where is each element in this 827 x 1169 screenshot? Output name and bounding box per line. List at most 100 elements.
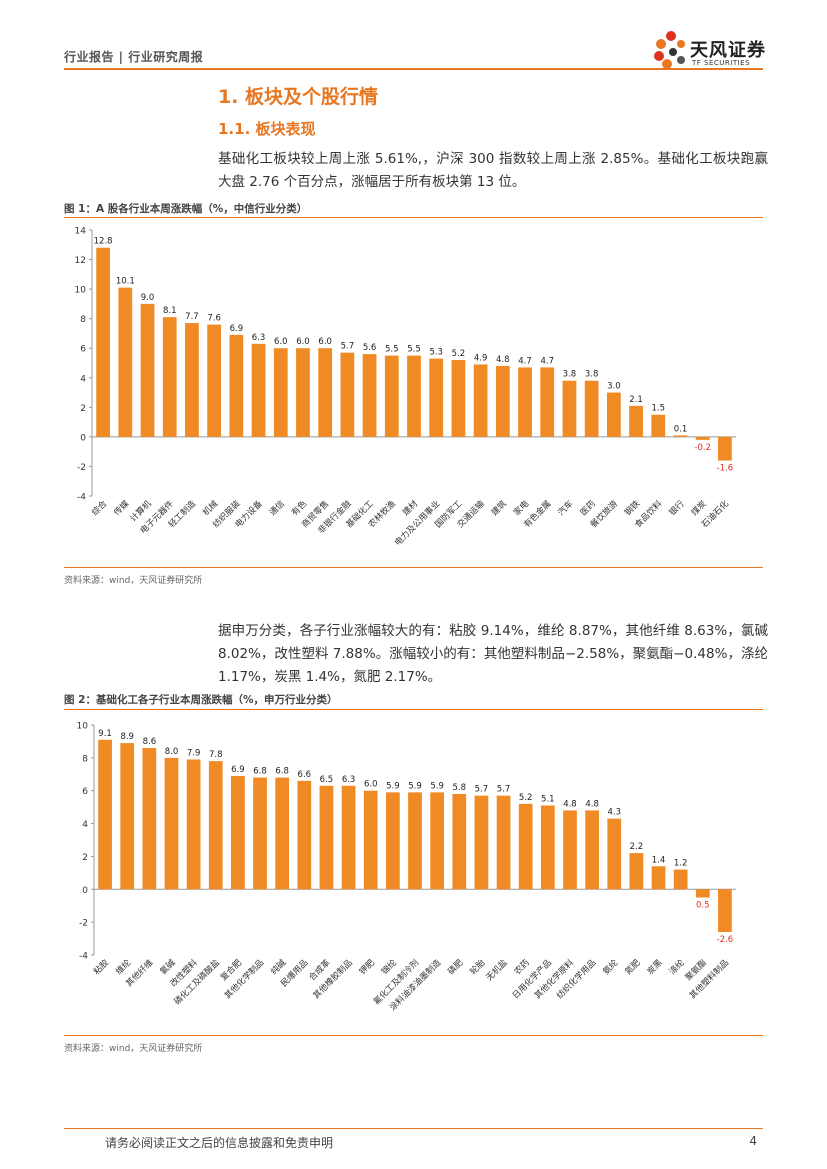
chart1-bar xyxy=(229,334,244,437)
chart1-y-tick-label: 6 xyxy=(80,345,86,355)
page-number: 4 xyxy=(749,1134,757,1148)
figure-2-title: 图 2：基础化工各子行业本周涨跌幅（%，申万行业分类） xyxy=(64,694,338,706)
chart1-bar xyxy=(606,392,621,437)
chart2-category-label: 涤纶 xyxy=(667,957,687,977)
chart2-data-label: 8.0 xyxy=(165,747,179,757)
flower-logo-icon xyxy=(654,31,685,69)
chart2-bar xyxy=(319,785,334,890)
chart1-bar xyxy=(207,324,222,437)
chart2-category-label: 粘胶 xyxy=(91,957,111,977)
chart2-category-label: 钾肥 xyxy=(357,957,377,977)
chart2-bar xyxy=(452,794,467,890)
chart2-y-tick-label: 4 xyxy=(82,820,88,830)
chart2-category-label: 氯碱 xyxy=(158,957,178,977)
chart1-data-label: 1.5 xyxy=(652,404,666,414)
chart1-bar xyxy=(251,343,266,437)
chart1-data-label: 8.1 xyxy=(163,306,177,316)
chart2-data-label: 5.9 xyxy=(386,781,400,791)
chart1-category-label: 综合 xyxy=(89,498,109,518)
chart2-bar xyxy=(563,810,577,890)
chart2-bar xyxy=(474,795,489,890)
chart1-y-tick-label: -2 xyxy=(77,463,86,473)
chart1-category-label: 医药 xyxy=(578,498,598,518)
chart1-bar xyxy=(451,360,466,437)
chart2-data-label: 4.8 xyxy=(563,799,577,809)
chart2-bar xyxy=(540,805,555,890)
figure-1-source: 资料来源：wind，天风证券研究所 xyxy=(64,576,203,586)
chart1-bar xyxy=(718,436,732,461)
chart1-bar xyxy=(162,317,177,437)
chart2-bar xyxy=(341,785,356,890)
chart1-category-label: 通信 xyxy=(267,498,287,518)
chart1-data-label: 2.1 xyxy=(629,395,643,405)
summary-paragraph: 基础化工板块较上周上涨 5.61%,，沪深 300 指数较上周上涨 2.85%。… xyxy=(218,151,768,190)
chart1-y-tick-label: 12 xyxy=(75,256,86,266)
chart1-data-label: 0.1 xyxy=(674,424,688,434)
chart2-bar xyxy=(651,866,666,890)
chart1-data-label: 5.2 xyxy=(452,349,466,359)
chart1-data-label: 7.7 xyxy=(185,312,199,322)
chart2-bar xyxy=(208,761,223,890)
chart2-bar xyxy=(518,803,533,890)
chart2-data-label: 5.9 xyxy=(408,781,422,791)
chart2-bar xyxy=(585,810,599,890)
chart1-data-label: 5.7 xyxy=(341,342,355,352)
report-type-header: 行业报告 | 行业研究周报 xyxy=(64,50,204,64)
chart2-data-label: 6.0 xyxy=(364,780,378,790)
chart2-data-label: 6.8 xyxy=(253,767,267,777)
chart2-y-tick-label: 8 xyxy=(82,754,88,764)
chart1-bar xyxy=(118,287,133,437)
chart2-data-label: 9.1 xyxy=(98,729,112,739)
chart1-bar xyxy=(584,380,599,437)
chart2-y-tick-label: -2 xyxy=(79,919,88,929)
chart1-y-tick-label: 14 xyxy=(75,227,87,237)
chart2-data-label: 6.5 xyxy=(320,775,334,785)
chart2-y-tick-label: -4 xyxy=(79,952,88,962)
chart1-bar xyxy=(473,364,488,437)
chart2-bar xyxy=(408,792,422,890)
chart2-y-tick-label: 10 xyxy=(77,722,89,732)
chart2-bar xyxy=(430,792,445,890)
header-divider xyxy=(64,68,763,70)
chart2-data-label: 5.7 xyxy=(475,785,489,795)
chart1-data-label: 3.8 xyxy=(563,370,577,380)
chart2-data-label: 1.2 xyxy=(674,859,688,869)
chart2-category-label: 磷肥 xyxy=(446,957,466,977)
chart1-data-label: 6.0 xyxy=(274,337,288,347)
figure-2-source: 资料来源：wind，天风证券研究所 xyxy=(64,1044,203,1054)
chart1-category-label: 建材 xyxy=(400,498,420,518)
chart2-data-label: 0.5 xyxy=(696,901,710,911)
chart1-bar xyxy=(629,405,643,437)
chart2-y-tick-label: 6 xyxy=(82,787,88,797)
subsection-title: 1.1. 板块表现 xyxy=(218,120,316,138)
chart1-bar xyxy=(518,367,532,437)
chart1-bar xyxy=(340,352,355,437)
chart2-bar xyxy=(385,792,400,890)
chart2-bar xyxy=(98,739,112,890)
figure-1-title: 图 1：A 股各行业本周涨跌幅（%，中信行业分类） xyxy=(64,203,308,215)
chart2-data-label: 4.3 xyxy=(607,808,621,818)
chart2-data-label: 5.7 xyxy=(497,785,511,795)
chart2-data-label: 6.9 xyxy=(231,765,245,775)
chart1-bar xyxy=(318,348,333,437)
chart1-category-label: 有色 xyxy=(289,498,309,518)
chart1-category-label: 银行 xyxy=(667,498,687,518)
chart2-category-label: 农药 xyxy=(512,957,532,977)
chart1-data-label: 6.0 xyxy=(318,337,332,347)
chart1-data-label: 12.8 xyxy=(94,237,113,247)
chart2-bar xyxy=(629,853,644,890)
chart2-bar xyxy=(231,775,245,890)
chart1-data-label: 5.3 xyxy=(429,348,443,358)
chart1-data-label: 9.0 xyxy=(141,293,155,303)
chart2-data-label: 7.8 xyxy=(209,750,223,760)
chart2-data-label: 6.8 xyxy=(275,767,289,777)
chart1-data-label: 4.7 xyxy=(518,356,532,366)
chart1-y-tick-label: 8 xyxy=(80,315,86,325)
chart2-data-label: -2.6 xyxy=(717,935,734,945)
chart2-data-label: 5.2 xyxy=(519,793,533,803)
section-title: 1. 板块及个股行情 xyxy=(218,86,379,108)
chart2-data-label: 2.2 xyxy=(630,842,644,852)
chart1-bar xyxy=(296,348,310,437)
chart2-data-label: 8.6 xyxy=(143,737,157,747)
chart2-data-label: 6.6 xyxy=(298,770,312,780)
